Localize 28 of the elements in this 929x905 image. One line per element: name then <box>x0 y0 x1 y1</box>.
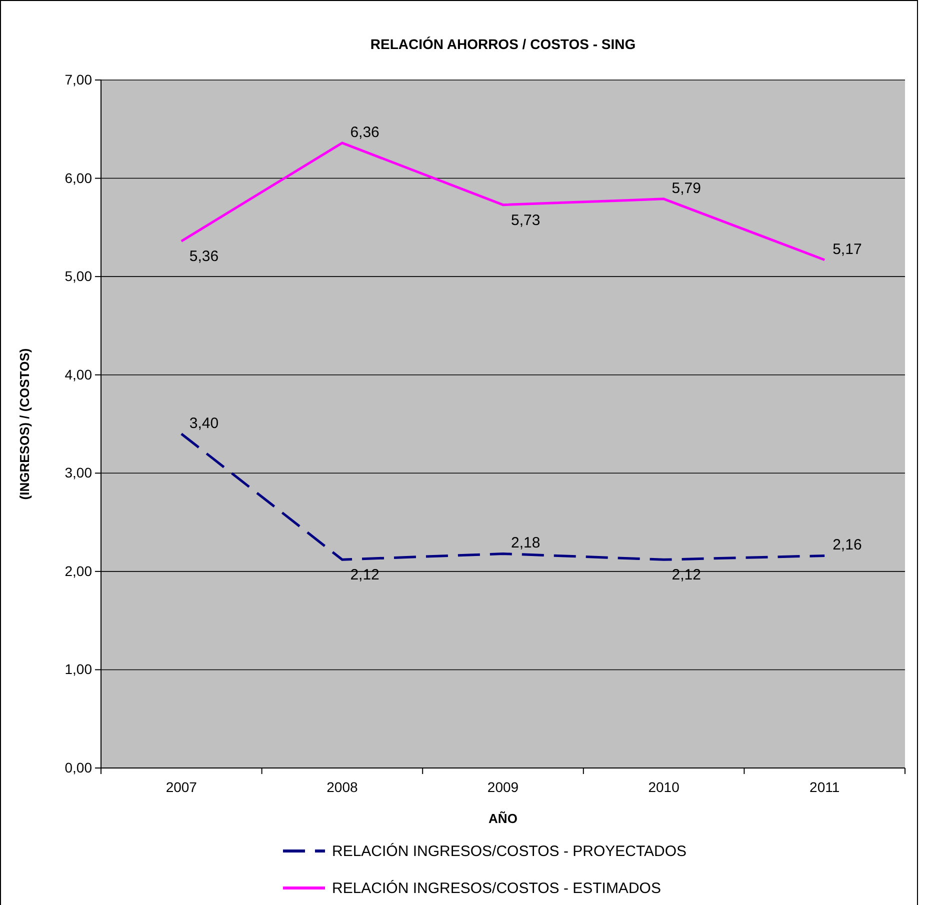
y-tick-label: 7,00 <box>64 71 92 88</box>
x-tick-label: 2008 <box>326 778 358 795</box>
line-series <box>180 432 826 561</box>
x-tick-label: 2007 <box>166 778 198 795</box>
x-tick-label: 2009 <box>487 778 519 795</box>
x-tick-label: 2010 <box>648 778 680 795</box>
y-tick-label: 2,00 <box>64 562 92 579</box>
y-tick-label: 3,00 <box>64 464 92 481</box>
data-label: 2,18 <box>511 534 540 552</box>
data-label: 5,36 <box>189 248 219 266</box>
line-series <box>180 142 826 262</box>
y-axis-title: (INGRESOS) / (COSTOS) <box>17 348 32 500</box>
y-tick-label: 5,00 <box>64 268 92 284</box>
data-label: 3,40 <box>189 414 219 432</box>
chart-title: RELACIÓN AHORROS / COSTOS - SING <box>370 36 636 52</box>
legend-label: RELACIÓN INGRESOS/COSTOS - PROYECTADOS <box>332 842 687 860</box>
data-label: 2,16 <box>832 536 862 554</box>
legend-label: RELACIÓN INGRESOS/COSTOS - ESTIMADOS <box>332 879 661 897</box>
data-label: 5,73 <box>511 212 540 229</box>
data-label: 5,79 <box>672 180 702 197</box>
x-axis-title: AÑO <box>488 811 518 826</box>
data-label: 6,36 <box>350 124 380 141</box>
y-tick-label: 0,00 <box>64 759 92 776</box>
data-label: 5,17 <box>832 240 862 258</box>
y-tick-label: 6,00 <box>64 170 92 186</box>
y-tick-label: 4,00 <box>64 366 92 382</box>
x-tick-label: 2011 <box>810 778 840 795</box>
y-tick-label: 1,00 <box>64 661 92 678</box>
